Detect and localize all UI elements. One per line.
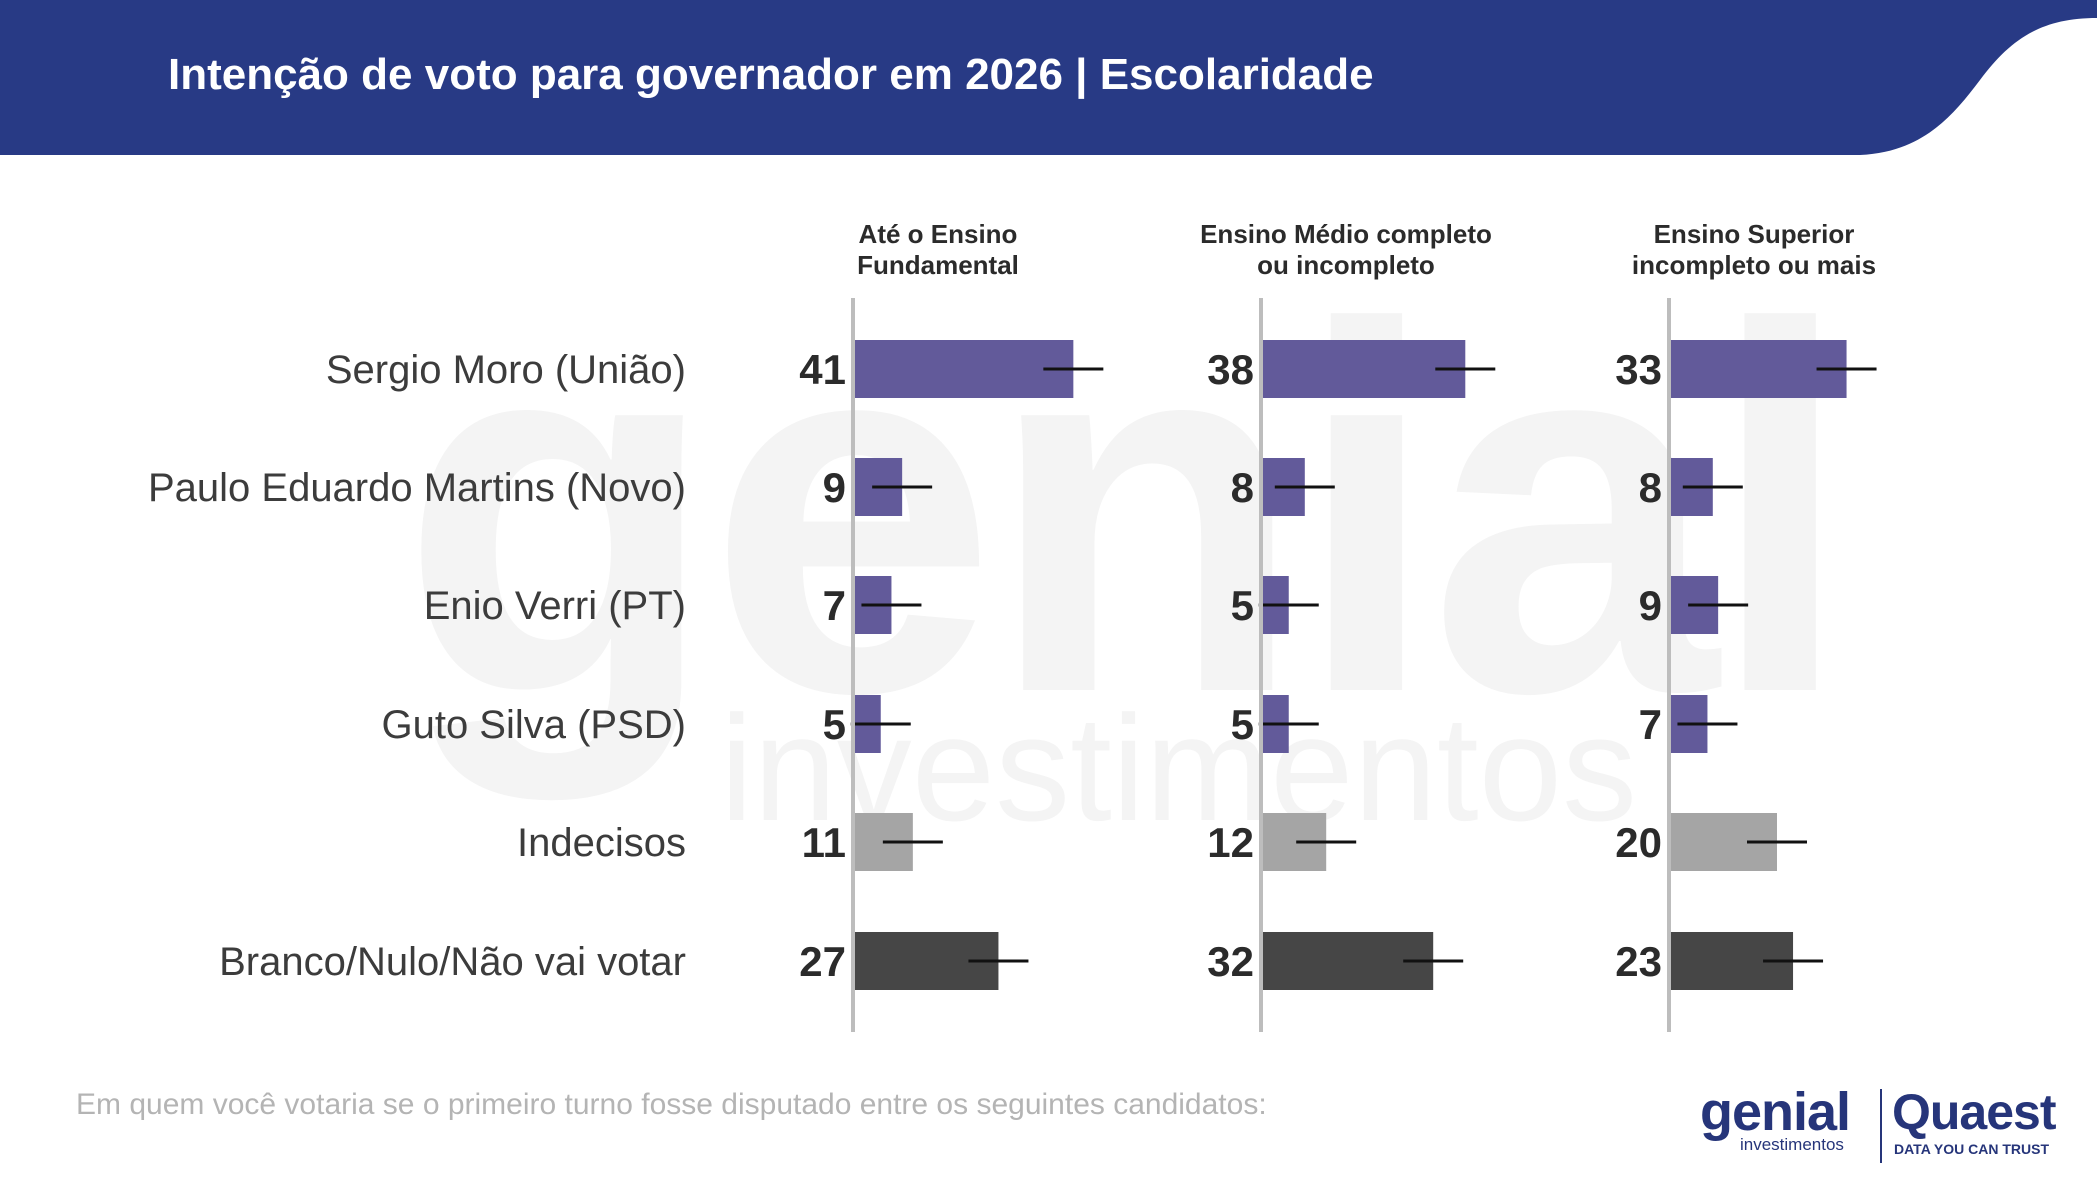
panel-title: Fundamental xyxy=(857,250,1019,280)
value-label: 7 xyxy=(823,582,846,629)
panel-title: incompleto ou mais xyxy=(1632,250,1876,280)
quaest-logo: Quaest xyxy=(1892,1084,2057,1140)
panel-title: ou incompleto xyxy=(1257,250,1435,280)
footnote: Em quem você votaria se o primeiro turno… xyxy=(76,1088,1267,1121)
value-label: 7 xyxy=(1639,701,1662,748)
value-label: 9 xyxy=(1639,582,1662,629)
value-label: 8 xyxy=(1231,464,1254,511)
value-label: 12 xyxy=(1207,819,1254,866)
panel-title: Ensino Superior xyxy=(1654,219,1855,249)
value-label: 32 xyxy=(1207,938,1254,985)
value-label: 20 xyxy=(1615,819,1662,866)
header-banner xyxy=(0,0,2097,155)
quaest-logo-sub: DATA YOU CAN TRUST xyxy=(1894,1141,2050,1157)
panel-title: Até o Ensino xyxy=(859,219,1018,249)
value-label: 38 xyxy=(1207,346,1254,393)
value-label: 8 xyxy=(1639,464,1662,511)
value-label: 33 xyxy=(1615,346,1662,393)
panel-title: Ensino Médio completo xyxy=(1200,219,1492,249)
bar xyxy=(1262,340,1466,398)
category-label: Enio Verri (PT) xyxy=(424,584,686,628)
value-label: 5 xyxy=(1231,582,1254,629)
logo-divider xyxy=(1880,1089,1882,1163)
genial-logo: genial xyxy=(1700,1082,1851,1142)
page-title: Intenção de voto para governador em 2026… xyxy=(168,50,1374,99)
category-label: Indecisos xyxy=(517,821,686,865)
bar xyxy=(854,340,1074,398)
value-label: 5 xyxy=(823,701,846,748)
category-label: Sergio Moro (União) xyxy=(326,348,686,392)
category-label: Guto Silva (PSD) xyxy=(381,703,686,747)
category-label: Paulo Eduardo Martins (Novo) xyxy=(148,466,686,510)
value-label: 23 xyxy=(1615,938,1662,985)
genial-logo-sub: investimentos xyxy=(1740,1135,1844,1154)
value-label: 11 xyxy=(802,819,846,866)
value-label: 5 xyxy=(1231,701,1254,748)
value-label: 41 xyxy=(799,346,846,393)
logos: genial investimentos Quaest DATA YOU CAN… xyxy=(1700,1085,2060,1175)
category-labels: Sergio Moro (União) Paulo Eduardo Martins… xyxy=(148,348,686,984)
value-label: 27 xyxy=(799,938,846,985)
value-label: 9 xyxy=(823,464,846,511)
category-label: Branco/Nulo/Não vai votar xyxy=(219,940,686,984)
